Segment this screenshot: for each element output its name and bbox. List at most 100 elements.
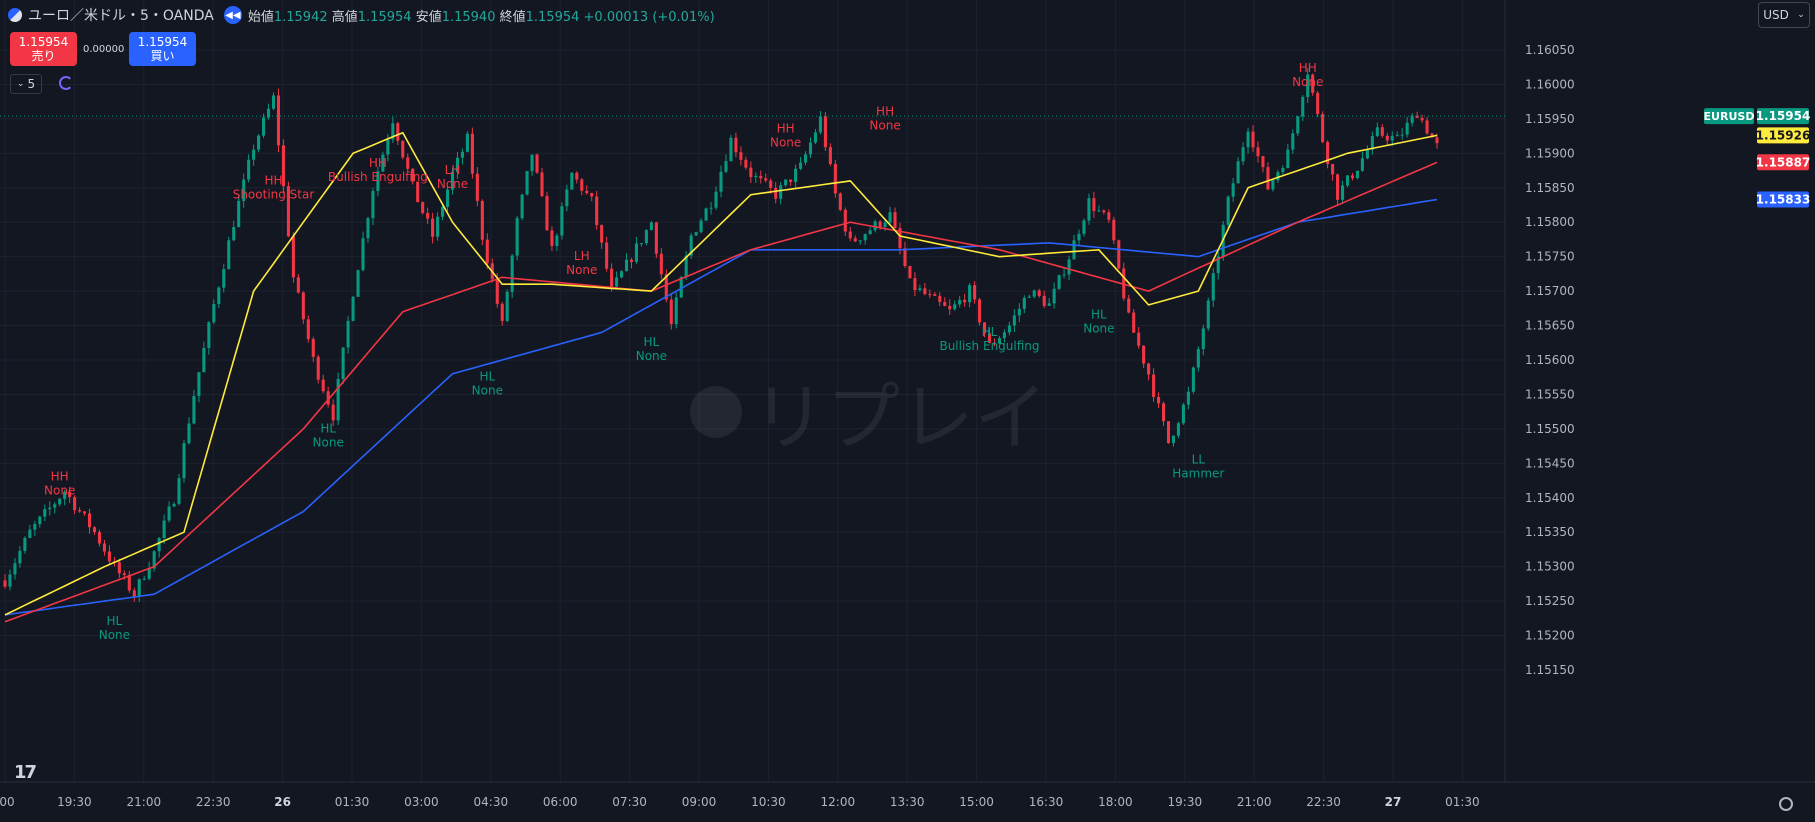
candle-body: [1256, 147, 1260, 157]
pivot-annotation-label: Hammer: [1172, 466, 1224, 480]
candle-body: [808, 142, 813, 155]
symbol-title[interactable]: ユーロ／米ドル・5・OANDA: [28, 8, 214, 24]
x-tick-label: 27: [1385, 795, 1402, 809]
candle-body: [1311, 74, 1315, 93]
candle-body: [1057, 275, 1061, 289]
pivot-annotation-label: None: [566, 263, 597, 277]
pivot-annotation-label: None: [44, 484, 75, 498]
candle-body: [132, 590, 136, 597]
sell-button[interactable]: 1.15954 売り: [10, 32, 77, 66]
pivot-annotation-label: HL: [320, 421, 336, 435]
candle-body: [545, 196, 549, 231]
candle-body: [361, 238, 365, 271]
ma-blue-line: [4, 198, 1438, 616]
candle-body: [689, 235, 693, 256]
legend-header: ユーロ／米ドル・5・OANDA ◀◀ 始値1.15942 高値1.15954 安…: [8, 4, 715, 26]
candle-body: [739, 152, 743, 160]
price-axis-tag: [1757, 127, 1809, 144]
candle-body: [1271, 180, 1275, 190]
candle-body: [1206, 300, 1210, 329]
candle-body: [1301, 96, 1305, 117]
price-axis-tag: [1757, 191, 1809, 208]
close-label: 終値: [499, 9, 526, 25]
price-axis-tag-label: 1.15926: [1756, 128, 1811, 142]
candle-body: [102, 543, 106, 552]
candle-body: [1002, 332, 1006, 339]
candle-body: [620, 271, 624, 278]
x-tick-label: 01:30: [1445, 795, 1480, 809]
candle-body: [963, 299, 967, 303]
candle-body: [823, 116, 827, 148]
settings-gear-icon[interactable]: [1779, 797, 1793, 811]
pivot-annotation-label: None: [437, 177, 468, 191]
pivot-annotation-label: HH: [876, 104, 894, 118]
buy-button[interactable]: 1.15954 買い: [129, 32, 196, 66]
candle-body: [247, 159, 251, 180]
x-tick-label: 09:00: [682, 795, 717, 809]
candle-body: [1087, 198, 1091, 221]
candle-body: [843, 209, 847, 232]
candle-body: [411, 168, 415, 182]
candle-body: [973, 285, 977, 300]
candle-body: [78, 510, 82, 512]
candle-body: [1072, 240, 1076, 260]
candle-body: [803, 154, 808, 163]
low-label: 安値: [415, 9, 442, 25]
candle-body: [654, 222, 658, 254]
high-value: 1.15954: [357, 9, 412, 25]
candle-body: [759, 175, 763, 179]
pivot-annotation-label: None: [869, 118, 900, 132]
x-tick-label: 19:30: [57, 795, 92, 809]
candle-body: [908, 266, 912, 279]
candle-body: [953, 304, 957, 310]
candle-body: [18, 550, 22, 564]
replay-rewind-icon[interactable]: ◀◀: [223, 6, 242, 24]
candle-body: [948, 305, 952, 310]
replay-watermark: リプレイ: [690, 358, 1048, 465]
candle-body: [227, 240, 231, 270]
symbol-price-tag-label: EURUSD: [1704, 110, 1755, 123]
candle-body: [858, 240, 862, 242]
candle-body: [58, 498, 62, 505]
watermark-text: リプレイ: [752, 375, 1048, 461]
candle-body: [610, 268, 614, 287]
y-tick-label: 1.15250: [1525, 594, 1575, 608]
candle-body: [421, 202, 425, 213]
candle-body: [769, 180, 773, 188]
open-value: 1.15942: [273, 9, 328, 25]
candle-body: [893, 212, 897, 229]
candle-body: [237, 200, 241, 228]
candle-body: [401, 140, 405, 158]
candle-body: [789, 179, 793, 182]
candle-body: [595, 196, 599, 226]
y-tick-label: 1.15600: [1525, 353, 1575, 367]
candle-body: [863, 234, 867, 241]
candle-body: [1201, 328, 1205, 350]
tradingview-logo[interactable]: 17: [14, 762, 37, 783]
candle-body: [1092, 198, 1096, 211]
pivot-annotation-label: None: [636, 349, 667, 363]
y-tick-label: 1.15900: [1525, 146, 1575, 160]
candle-body: [122, 573, 126, 575]
candle-body: [1112, 219, 1116, 241]
candle-body: [1291, 133, 1295, 150]
currency-label: USD: [1763, 8, 1789, 22]
interval-selector[interactable]: ⌄ 5: [10, 74, 42, 94]
candle-body: [1286, 149, 1290, 168]
pivot-annotation-label: HL: [644, 335, 660, 349]
candle-body: [873, 221, 877, 231]
candle-body: [68, 491, 72, 498]
replay-watermark-icon: [690, 385, 742, 438]
candle-body: [291, 236, 295, 278]
candle-body: [580, 179, 584, 191]
candle-body: [669, 299, 673, 325]
pivot-annotation-label: LL: [1192, 452, 1206, 466]
y-tick-label: 1.16000: [1525, 77, 1575, 91]
candle-body: [23, 537, 27, 551]
price-axis-tag: [1757, 108, 1809, 125]
candle-body: [749, 167, 753, 178]
currency-selector[interactable]: USD ⌄: [1758, 2, 1810, 28]
chevron-down-icon: ⌄: [1797, 10, 1805, 20]
pivot-annotation-label: HH: [264, 173, 282, 187]
